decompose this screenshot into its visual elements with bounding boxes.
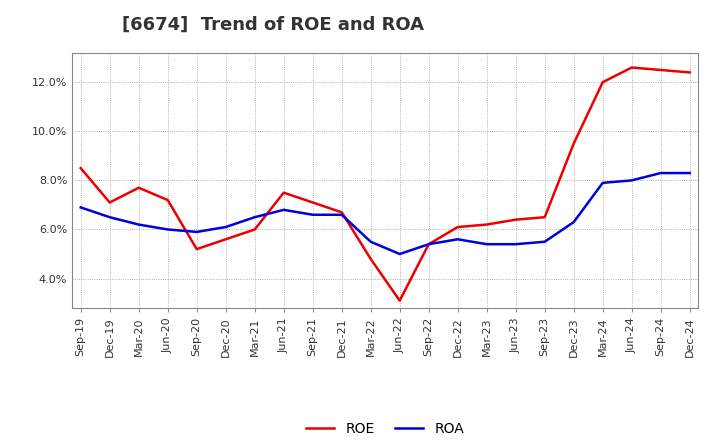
ROA [135,222,143,227]
ROE [105,200,114,205]
ROA [221,224,230,230]
ROE [598,80,607,85]
ROA [685,170,694,176]
ROA [541,239,549,244]
ROE [308,200,317,205]
ROE [192,246,201,252]
ROA [308,212,317,217]
ROE [685,70,694,75]
ROA [627,178,636,183]
ROE [511,217,520,222]
ROA [657,170,665,176]
ROE [251,227,259,232]
ROE [279,190,288,195]
ROE [482,222,491,227]
ROA [105,215,114,220]
ROA [251,215,259,220]
ROA [598,180,607,186]
ROE [76,165,85,171]
ROA [76,205,85,210]
ROE [424,242,433,247]
ROE [657,67,665,73]
ROE [395,298,404,303]
ROE [541,215,549,220]
ROE [627,65,636,70]
ROA [395,251,404,257]
ROA [338,212,346,217]
ROA [163,227,172,232]
ROA [366,239,375,244]
ROA [454,237,462,242]
ROA [424,242,433,247]
ROE [221,237,230,242]
ROA [570,220,578,225]
ROA [482,242,491,247]
ROE [163,198,172,203]
ROA [511,242,520,247]
ROE [454,224,462,230]
Line: ROE: ROE [81,67,690,301]
ROE [338,209,346,215]
ROA [279,207,288,213]
ROE [135,185,143,191]
ROA [192,229,201,235]
ROE [570,141,578,146]
Legend: ROE, ROA: ROE, ROA [307,422,464,436]
ROE [366,256,375,261]
Line: ROA: ROA [81,173,690,254]
Text: [6674]  Trend of ROE and ROA: [6674] Trend of ROE and ROA [122,15,424,33]
